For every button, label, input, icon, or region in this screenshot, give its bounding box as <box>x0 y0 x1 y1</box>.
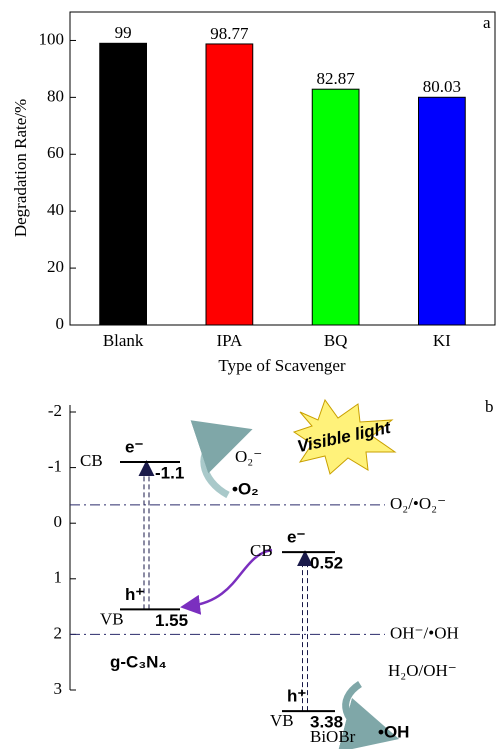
species: H₂O/OH⁻ <box>388 661 457 680</box>
panel-label: b <box>485 397 494 416</box>
species: •O₂ <box>232 479 259 498</box>
material-name: g-C₃N₄ <box>110 652 167 671</box>
value-label: 99 <box>115 23 132 42</box>
x-tick-label: BQ <box>324 331 348 350</box>
band-tag: CB <box>80 451 103 470</box>
y-tick-label: 80 <box>47 86 64 105</box>
y-tick-label: -2 <box>48 401 62 420</box>
level-value: 1.55 <box>155 611 188 630</box>
bar <box>311 88 360 326</box>
value-label: 82.87 <box>317 69 356 88</box>
y-tick-label: -1 <box>48 457 62 476</box>
panel-label: a <box>483 13 491 32</box>
y-tick-label: 1 <box>54 568 63 587</box>
y-tick-label: 0 <box>56 314 65 333</box>
value-label: 98.77 <box>210 24 249 43</box>
y-axis-label: Degradation Rate/% <box>11 99 30 237</box>
material-name: BiOBr <box>310 727 356 746</box>
band-tag: VB <box>100 609 124 628</box>
y-tick-label: 0 <box>54 512 63 531</box>
y-tick-label: 3 <box>54 679 63 698</box>
y-tick-label: 60 <box>47 143 64 162</box>
arrow <box>180 548 273 615</box>
band-tag: CB <box>250 541 273 560</box>
x-tick-label: IPA <box>216 331 243 350</box>
y-tick-label: 40 <box>47 200 64 219</box>
carrier: h⁺ <box>125 585 144 604</box>
reference-label: OH⁻/•OH <box>390 623 459 642</box>
arrow <box>337 681 400 749</box>
level-value: 0.52 <box>310 554 343 573</box>
carrier: e⁻ <box>125 438 143 457</box>
x-tick-label: KI <box>433 331 451 350</box>
bar <box>99 42 147 326</box>
y-tick-label: 20 <box>47 257 64 276</box>
bar <box>205 43 254 326</box>
y-tick-label: 100 <box>39 29 65 48</box>
light-burst <box>292 398 397 475</box>
reference-label: O₂/•O₂⁻ <box>390 494 446 513</box>
value-label: 80.03 <box>423 77 461 96</box>
species: O₂⁻ <box>235 447 262 466</box>
band-tag: VB <box>270 711 294 730</box>
x-tick-label: Blank <box>103 331 144 350</box>
level-value: 3.38 <box>310 713 343 732</box>
x-axis-label: Type of Scavenger <box>218 356 346 375</box>
arrow <box>190 420 253 499</box>
y-tick-label: 2 <box>54 623 63 642</box>
bar <box>418 96 466 326</box>
level-value: -1.1 <box>155 464 184 483</box>
carrier: h⁺ <box>287 687 306 706</box>
plot-frame <box>69 11 496 326</box>
carrier: e⁻ <box>287 528 305 547</box>
species: •OH <box>378 722 409 741</box>
